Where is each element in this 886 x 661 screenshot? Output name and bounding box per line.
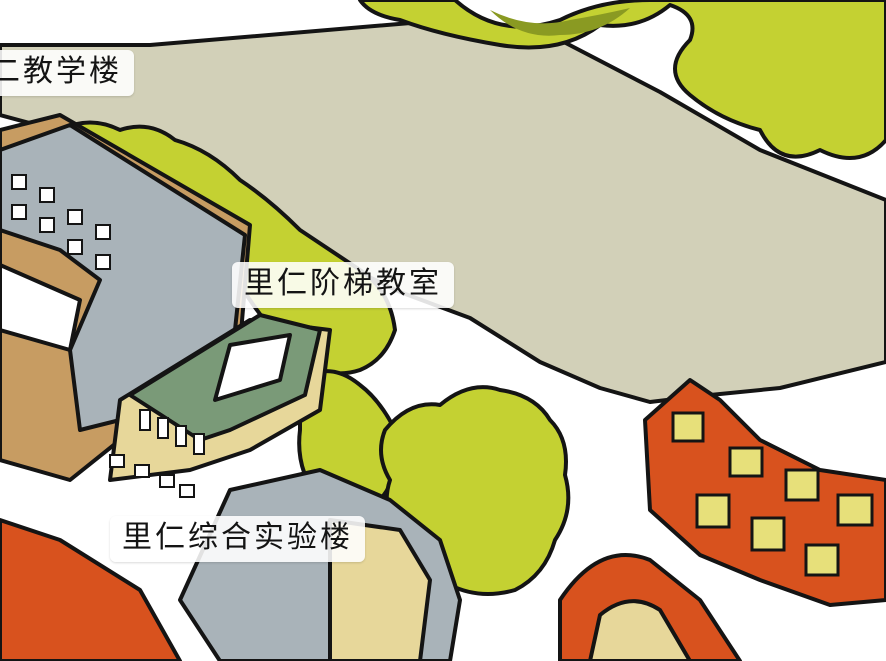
window <box>39 217 55 233</box>
window <box>728 446 764 478</box>
window <box>175 425 187 447</box>
window <box>671 411 705 443</box>
window <box>750 516 786 552</box>
window <box>67 209 83 225</box>
tree-top <box>358 0 886 160</box>
window <box>39 187 55 203</box>
map-label-lecture-hall[interactable]: 里仁阶梯教室 <box>232 262 454 308</box>
window <box>695 493 731 529</box>
building-green-top <box>213 333 292 402</box>
window <box>157 417 169 439</box>
map-label-teaching-building[interactable]: 二教学楼 <box>0 50 134 96</box>
window <box>139 409 151 431</box>
window <box>95 254 111 270</box>
tree-top-dark <box>490 8 630 36</box>
window <box>134 464 150 478</box>
map-label-lab-building[interactable]: 里仁综合实验楼 <box>110 516 365 562</box>
window <box>67 239 83 255</box>
window <box>193 433 205 455</box>
brick-roof-bottom-left <box>0 518 182 661</box>
brick-building-inner <box>588 599 692 661</box>
window <box>95 224 111 240</box>
window <box>836 493 874 527</box>
window <box>804 543 840 577</box>
building-left-courtyard <box>0 263 82 352</box>
building-left-roof <box>0 123 247 432</box>
window <box>11 204 27 220</box>
window <box>159 474 175 488</box>
window <box>109 454 125 468</box>
window <box>784 468 820 502</box>
window <box>11 174 27 190</box>
window <box>179 484 195 498</box>
